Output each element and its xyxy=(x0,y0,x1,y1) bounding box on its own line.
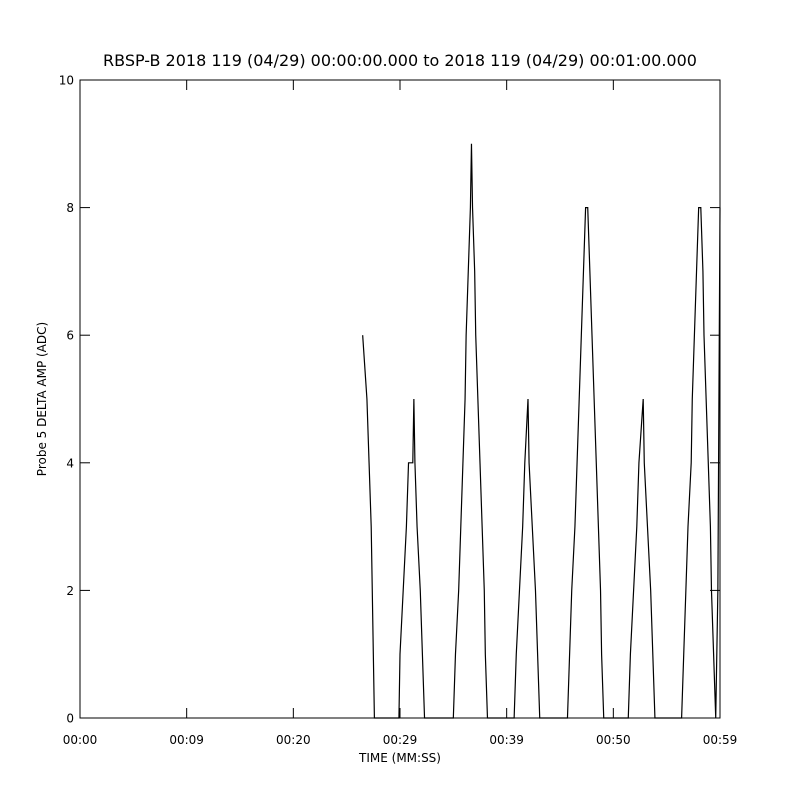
y-tick-label: 10 xyxy=(59,74,74,88)
x-axis-label: TIME (MM:SS) xyxy=(358,751,441,765)
y-tick-label: 8 xyxy=(66,201,74,215)
x-tick-label: 00:00 xyxy=(63,733,98,747)
y-tick-label: 0 xyxy=(66,712,74,726)
x-tick-label: 00:39 xyxy=(489,733,524,747)
data-line xyxy=(362,143,721,719)
x-tick-label: 00:09 xyxy=(169,733,204,747)
y-tick-label: 2 xyxy=(66,584,74,598)
chart-title: RBSP-B 2018 119 (04/29) 00:00:00.000 to … xyxy=(103,51,697,70)
y-tick-label: 6 xyxy=(66,329,74,343)
y-axis-label: Probe 5 DELTA AMP (ADC) xyxy=(35,322,49,476)
x-tick-label: 00:20 xyxy=(276,733,311,747)
y-tick-label: 4 xyxy=(66,456,74,470)
x-tick-label: 00:29 xyxy=(383,733,418,747)
x-tick-label: 00:59 xyxy=(703,733,738,747)
x-tick-label: 00:50 xyxy=(596,733,631,747)
